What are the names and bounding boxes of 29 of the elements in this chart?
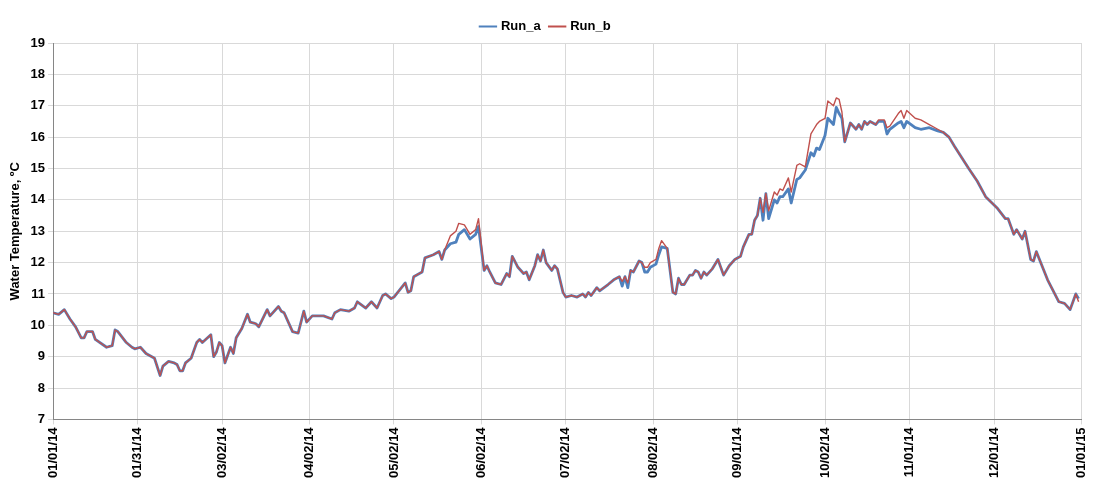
y-tick-label: 12 bbox=[30, 254, 46, 270]
x-tick-label: 04/02/14 bbox=[301, 426, 317, 479]
x-tick-label: 03/02/14 bbox=[213, 426, 229, 479]
x-tick-label: 05/02/14 bbox=[385, 426, 401, 479]
x-tick-label: 01/31/14 bbox=[129, 426, 145, 479]
y-tick-label: 13 bbox=[30, 222, 46, 238]
x-tick-label: 12/01/14 bbox=[985, 426, 1001, 479]
x-tick-label: 07/02/14 bbox=[557, 426, 573, 479]
y-tick-label: 10 bbox=[30, 316, 46, 332]
x-tick-label: 11/01/14 bbox=[901, 426, 917, 478]
y-tick-label: 9 bbox=[37, 348, 46, 364]
legend-label: Run_a bbox=[500, 18, 542, 34]
y-tick-label: 14 bbox=[30, 191, 46, 207]
y-tick-label: 19 bbox=[30, 34, 46, 50]
y-tick-label: 11 bbox=[31, 285, 46, 301]
y-tick-label: 7 bbox=[37, 410, 46, 426]
y-tick-label: 16 bbox=[30, 128, 46, 144]
y-tick-label: 17 bbox=[30, 97, 46, 113]
x-tick-label: 10/02/14 bbox=[816, 426, 832, 479]
y-tick-label: 8 bbox=[37, 379, 46, 395]
y-tick-label: 15 bbox=[30, 160, 46, 176]
x-tick-label: 08/02/14 bbox=[644, 426, 660, 479]
x-tick-label: 06/02/14 bbox=[472, 426, 488, 479]
y-axis-title: Water Temperature, ºC bbox=[7, 161, 23, 301]
x-tick-label: 01/01/14 bbox=[44, 426, 60, 479]
y-tick-label: 18 bbox=[30, 65, 46, 81]
x-tick-label: 01/01/15 bbox=[1072, 427, 1088, 479]
x-tick-label: 09/01/14 bbox=[729, 426, 745, 479]
legend-label: Run_b bbox=[570, 18, 611, 34]
